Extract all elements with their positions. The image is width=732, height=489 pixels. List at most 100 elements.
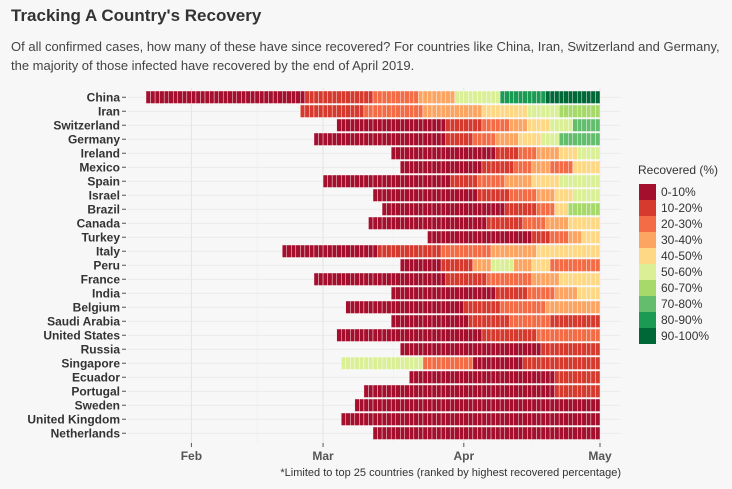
y-tick-label: Singapore <box>61 357 120 371</box>
legend-label: 20-30% <box>661 217 703 231</box>
heatmap-cell <box>418 90 424 104</box>
heatmap-cell <box>568 174 573 188</box>
heatmap-cell <box>363 412 369 426</box>
heatmap-cell <box>490 146 496 160</box>
heatmap-cell <box>504 216 510 230</box>
heatmap-cell <box>331 272 337 286</box>
heatmap-cell <box>590 104 596 118</box>
heatmap-cell <box>518 258 524 272</box>
heatmap-cell <box>381 118 387 132</box>
heatmap-cell <box>586 202 592 216</box>
heatmap-cell <box>295 90 301 104</box>
heatmap-cell <box>499 146 505 160</box>
heatmap-cell <box>449 426 455 440</box>
heatmap-cell <box>313 132 319 146</box>
heatmap-cell <box>440 342 446 356</box>
heatmap-cell <box>568 328 573 342</box>
heatmap-cell <box>463 384 469 398</box>
heatmap-cell <box>377 132 383 146</box>
heatmap-cell <box>554 384 560 398</box>
heatmap-cell <box>563 398 569 412</box>
heatmap-cell <box>499 398 505 412</box>
heatmap-cell <box>504 272 510 286</box>
heatmap-cell <box>595 202 601 216</box>
heatmap-cell <box>518 216 524 230</box>
heatmap-cell <box>468 426 474 440</box>
heatmap-cell <box>499 300 505 314</box>
heatmap-cell <box>449 174 455 188</box>
heatmap-cell <box>440 104 446 118</box>
y-tick-label: France <box>81 273 121 287</box>
heatmap-cell <box>595 244 601 258</box>
heatmap-cell <box>395 146 401 160</box>
heatmap-cell <box>558 398 564 412</box>
heatmap-cell <box>490 160 496 174</box>
heatmap-cell <box>504 244 510 258</box>
x-tick-label: Apr <box>453 449 474 463</box>
heatmap-cell <box>558 314 564 328</box>
heatmap-cell <box>390 216 396 230</box>
heatmap-cell <box>509 426 514 440</box>
heatmap-cell <box>490 328 496 342</box>
heatmap-cell <box>345 272 351 286</box>
heatmap-cell <box>581 118 587 132</box>
heatmap-cell <box>250 90 256 104</box>
heatmap-cell <box>463 412 469 426</box>
heatmap-cell <box>390 356 396 370</box>
heatmap-cell <box>268 90 274 104</box>
heatmap-cell <box>568 412 573 426</box>
heatmap-cell <box>477 188 483 202</box>
heatmap-cell <box>545 188 551 202</box>
heatmap-cell <box>581 90 587 104</box>
heatmap-cell <box>568 118 573 132</box>
heatmap-cell <box>341 132 346 146</box>
heatmap-cell <box>499 272 505 286</box>
heatmap-cell <box>400 118 405 132</box>
heatmap-cell <box>504 258 510 272</box>
heatmap-cell <box>581 202 587 216</box>
heatmap-cell <box>549 258 555 272</box>
heatmap-cell <box>454 202 460 216</box>
heatmap-cell <box>540 104 546 118</box>
heatmap-cell <box>400 258 405 272</box>
heatmap-cell <box>413 356 419 370</box>
heatmap-cell <box>558 258 564 272</box>
heatmap-cell <box>336 244 342 258</box>
heatmap-cell <box>418 412 424 426</box>
heatmap-cell <box>536 412 542 426</box>
heatmap-cell <box>449 384 455 398</box>
heatmap-cell <box>540 412 546 426</box>
heatmap-cell <box>522 412 528 426</box>
heatmap-cell <box>477 118 483 132</box>
heatmap-cell <box>377 426 383 440</box>
heatmap-cell <box>336 132 342 146</box>
heatmap-cell <box>549 174 555 188</box>
heatmap-cell <box>527 104 533 118</box>
heatmap-cell <box>595 174 601 188</box>
heatmap-cell <box>490 370 496 384</box>
heatmap-cell <box>595 300 601 314</box>
heatmap-cell <box>545 104 551 118</box>
heatmap-cell <box>490 188 496 202</box>
heatmap-cell <box>536 384 542 398</box>
heatmap-cell <box>390 300 396 314</box>
heatmap-cell <box>477 244 483 258</box>
heatmap-cell <box>554 160 560 174</box>
heatmap-cell <box>527 132 533 146</box>
heatmap-cell <box>486 342 492 356</box>
y-tick-label: Portugal <box>71 385 120 399</box>
heatmap-cell <box>509 118 514 132</box>
heatmap-cell <box>468 412 474 426</box>
heatmap-cell <box>472 370 478 384</box>
heatmap-cell <box>436 328 442 342</box>
heatmap-cell <box>318 90 324 104</box>
heatmap-cell <box>518 244 524 258</box>
heatmap-cell <box>413 188 419 202</box>
heatmap-cell <box>472 412 478 426</box>
heatmap-cell <box>586 230 592 244</box>
heatmap-cell <box>490 426 496 440</box>
heatmap-cell <box>577 104 583 118</box>
heatmap-cell <box>577 216 583 230</box>
heatmap-cell <box>336 104 342 118</box>
heatmap-cell <box>173 90 178 104</box>
